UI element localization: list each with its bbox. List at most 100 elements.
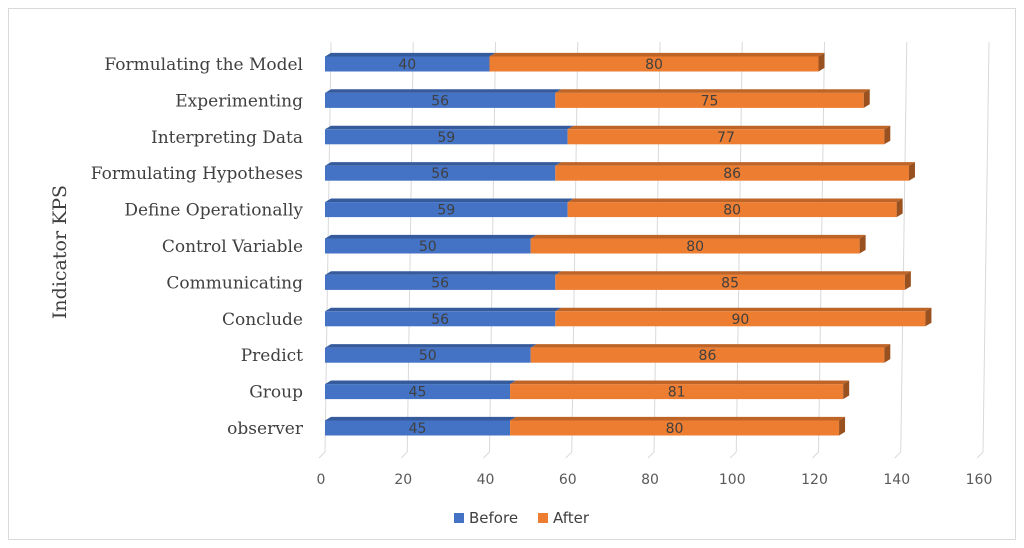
gridline — [900, 41, 908, 453]
bars — [325, 52, 932, 436]
x-tick-label: 40 — [477, 472, 495, 488]
legend-label-after: After — [553, 509, 590, 527]
bar-top-after — [567, 198, 903, 203]
data-label-before: 56 — [431, 312, 449, 328]
data-label-after: 86 — [699, 348, 717, 364]
bar-top-before — [325, 234, 537, 239]
data-label-before: 40 — [398, 57, 416, 73]
data-label-after: 81 — [668, 385, 686, 401]
x-tick-label: 80 — [641, 472, 659, 488]
bar-before — [325, 420, 511, 436]
bar-before — [325, 238, 531, 254]
bar-after — [530, 347, 885, 363]
bar-before — [325, 165, 556, 181]
bar-after — [555, 274, 905, 290]
bar-top-before — [325, 89, 562, 93]
data-label-before: 56 — [431, 166, 449, 182]
gridline-floor — [318, 451, 326, 459]
x-tick-label: 100 — [719, 472, 746, 488]
legend-swatch-after — [538, 513, 548, 523]
data-label-after: 85 — [721, 275, 739, 291]
category-label: Formulating the Model — [104, 55, 303, 75]
bar-before — [325, 274, 556, 290]
data-label-before: 56 — [431, 93, 449, 109]
bar-after — [555, 165, 909, 181]
category-label: Experimenting — [175, 91, 303, 111]
bar-before — [325, 311, 556, 327]
category-label: Group — [249, 383, 303, 403]
bar-top-before — [325, 271, 562, 275]
bar-top-before — [325, 380, 517, 385]
bar-top-before — [325, 307, 562, 312]
bar-before — [325, 384, 511, 400]
bar-end-after — [818, 52, 825, 72]
bar-top-after — [555, 89, 870, 93]
bar-end-after — [925, 307, 932, 327]
gridline-floor — [483, 451, 490, 459]
category-label: Define Operationally — [124, 201, 303, 221]
bar-top-before — [325, 162, 562, 166]
bar-before — [325, 202, 568, 218]
bar-before — [325, 56, 490, 72]
legend: Before After — [454, 509, 590, 527]
bar-before — [325, 92, 556, 108]
x-tick-label: 20 — [394, 472, 412, 488]
bar-end-after — [884, 125, 891, 145]
gridline-floor — [565, 451, 573, 459]
bar-top-before — [325, 52, 496, 57]
data-label-before: 45 — [409, 385, 427, 401]
data-label-before: 59 — [437, 130, 455, 146]
data-label-after: 80 — [723, 203, 741, 219]
bar-after — [530, 238, 860, 254]
data-label-before: 59 — [437, 203, 455, 219]
bar-after — [510, 420, 840, 436]
bar-after — [555, 92, 864, 108]
bar-top-after — [510, 416, 846, 421]
data-label-before: 45 — [409, 421, 427, 437]
bar-end-after — [859, 234, 866, 254]
category-label: Communicating — [166, 273, 303, 293]
bar-top-after — [489, 52, 825, 57]
y-axis-title: Indicator KPS — [49, 185, 71, 319]
bar-end-after — [908, 162, 915, 181]
legend-label-before: Before — [469, 509, 518, 527]
data-label-after: 80 — [645, 57, 663, 73]
gridline-floor — [400, 451, 408, 459]
gridline-floor — [894, 451, 902, 459]
data-label-after: 90 — [731, 312, 749, 328]
category-label: Conclude — [222, 310, 303, 330]
gridline-floor — [729, 451, 737, 459]
legend-swatch-before — [454, 513, 464, 523]
bar-after — [489, 56, 819, 72]
bar-end-after — [896, 198, 903, 218]
category-label: observer — [227, 419, 304, 439]
gridline — [982, 41, 990, 453]
bar-top-before — [325, 125, 574, 130]
data-label-after: 77 — [717, 130, 735, 146]
bar-end-after — [863, 89, 870, 108]
category-label: Interpreting Data — [151, 128, 303, 148]
bar-end-after — [839, 416, 846, 436]
bar-before — [325, 129, 568, 145]
gridline-floor — [812, 451, 819, 459]
bar-after — [510, 384, 844, 400]
x-tick-label: 120 — [801, 472, 828, 488]
data-label-before: 56 — [431, 275, 449, 291]
x-tick-label: 0 — [317, 472, 326, 488]
bar-top-after — [510, 380, 850, 385]
x-tick-label: 140 — [883, 472, 910, 488]
bar-end-after — [884, 344, 891, 363]
bar-after — [567, 202, 897, 218]
bar-top-after — [530, 234, 866, 239]
labels: 0 20 40 60 80 100 120 140 160 Formulating the Mod… — [91, 55, 993, 488]
bar-top-before — [325, 198, 574, 203]
bar-top-before — [325, 416, 517, 421]
bar-after — [567, 129, 885, 145]
data-label-before: 50 — [419, 239, 437, 255]
bar-top-after — [530, 344, 891, 348]
data-label-after: 75 — [701, 93, 719, 109]
data-label-after: 86 — [723, 166, 741, 182]
bar-top-after — [555, 271, 911, 275]
gridline-floor — [647, 451, 655, 459]
